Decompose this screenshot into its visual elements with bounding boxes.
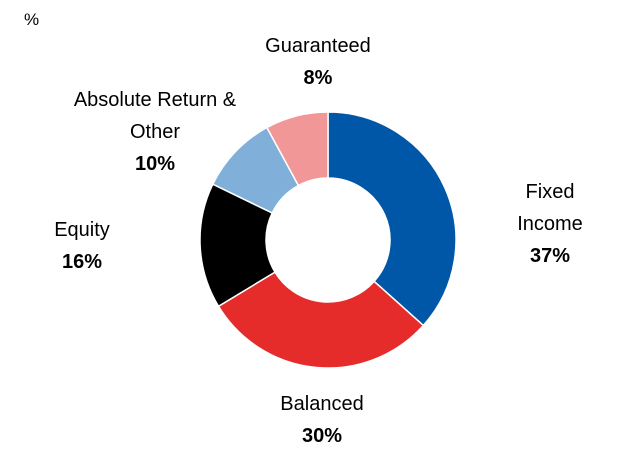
slice-label: Fixed Income 37% — [500, 176, 600, 272]
slice-label: Equity 16% — [22, 214, 142, 278]
value-label: 8% — [303, 67, 333, 89]
donut-slice — [217, 271, 425, 369]
value-label: 10% — [134, 153, 176, 175]
category-label: Balanced — [280, 393, 364, 415]
category-label: Absolute Return & Other — [73, 89, 237, 143]
slice-label: Balanced 30% — [242, 388, 402, 452]
slice-label: Absolute Return & Other 10% — [55, 84, 255, 180]
value-label: 16% — [61, 251, 103, 273]
donut-slice — [327, 111, 457, 327]
slice-label: Guaranteed 8% — [228, 30, 408, 94]
category-label: Fixed Income — [517, 181, 583, 235]
value-label: 30% — [301, 425, 343, 447]
unit-label: % — [24, 10, 40, 29]
category-label: Guaranteed — [265, 35, 371, 57]
value-label: 37% — [529, 245, 571, 267]
donut-slice — [265, 111, 329, 187]
category-label: Equity — [54, 219, 110, 241]
